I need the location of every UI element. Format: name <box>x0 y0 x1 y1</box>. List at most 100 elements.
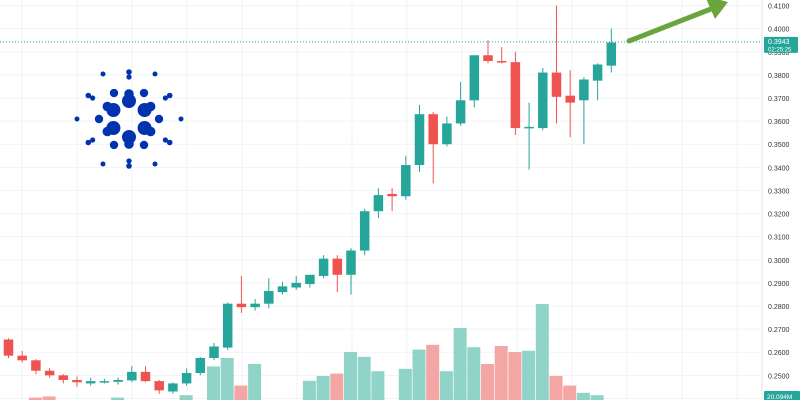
volume-bar <box>111 397 125 400</box>
volume-bar <box>412 349 426 400</box>
candle-body <box>277 286 288 293</box>
volume-bar <box>508 352 522 400</box>
logo-dot <box>74 116 80 122</box>
candle-body <box>401 165 411 197</box>
candle-body <box>264 290 274 304</box>
volume-bar <box>522 350 536 400</box>
candle-body <box>592 64 603 81</box>
volume-bar <box>535 304 549 400</box>
volume-bar <box>42 396 56 400</box>
price-tick-label: 0.2700 <box>768 327 790 334</box>
price-tick-label: 0.4000 <box>768 27 790 34</box>
volume-bar <box>207 366 220 400</box>
volume-bar <box>467 347 481 400</box>
volume-bar <box>590 395 604 400</box>
logo-dot <box>154 114 164 124</box>
candle-body <box>195 358 206 374</box>
volume-bar <box>426 344 440 400</box>
logo-dot <box>152 161 158 167</box>
volume-bar <box>28 397 42 400</box>
logo-dot <box>109 140 119 150</box>
candle-body <box>524 126 534 129</box>
candle-body <box>428 114 438 145</box>
candlesticks <box>3 5 617 394</box>
price-tick-label: 0.3400 <box>768 165 790 172</box>
volume-bar <box>357 356 371 400</box>
volume-bar <box>234 385 248 400</box>
logo-dot <box>109 88 119 98</box>
logo-dot <box>90 137 96 143</box>
candle-body <box>414 114 425 166</box>
price-tick-label: 0.2900 <box>768 281 790 288</box>
price-tick-label: 0.3500 <box>768 142 790 149</box>
volume-bar <box>494 346 508 400</box>
logo-dot <box>139 140 149 150</box>
candle-body <box>85 381 96 384</box>
candle-body <box>496 61 507 63</box>
volume-bar <box>398 368 412 400</box>
logo-dot <box>85 92 92 99</box>
candle-body <box>387 193 397 197</box>
logo-dot <box>100 161 106 167</box>
arrow-up-right-icon <box>626 0 728 44</box>
candle-body <box>551 72 562 97</box>
logo-dot <box>145 101 156 112</box>
volume-tag <box>764 391 800 401</box>
candle-body <box>359 211 370 251</box>
candle-body <box>209 346 219 358</box>
logo-dot <box>85 139 92 146</box>
logo-dot <box>100 71 106 77</box>
candle-body <box>606 42 617 66</box>
logo-dot <box>166 139 173 146</box>
volume-bar <box>563 385 577 400</box>
candle-body <box>222 303 233 348</box>
cardano-logo-icon <box>74 69 184 169</box>
price-tick-label: 0.2600 <box>768 350 790 357</box>
price-axis-background <box>762 0 800 400</box>
candle-body <box>538 72 548 129</box>
logo-dot <box>122 130 136 144</box>
price-tick-label: 0.3000 <box>768 258 790 265</box>
logo-dot <box>139 88 149 98</box>
candle-body <box>579 79 589 101</box>
candle-body <box>455 100 466 124</box>
candle-body <box>168 383 178 392</box>
price-tick-label: 0.3200 <box>768 212 790 219</box>
volume-bar <box>371 371 385 400</box>
logo-dot <box>102 126 113 137</box>
logo-dot <box>124 139 134 149</box>
price-tick-label: 0.3100 <box>768 235 790 242</box>
candle-body <box>3 339 14 356</box>
price-tick-label: 0.3800 <box>768 73 790 80</box>
logo-dot <box>122 94 136 108</box>
candle-body <box>318 258 329 276</box>
volume-label: 20.094M <box>767 394 792 400</box>
current-price-label: 0.3943 <box>768 39 790 46</box>
volume-bar <box>316 376 330 400</box>
candle-body <box>442 123 452 145</box>
volume-bar <box>344 352 357 400</box>
candle-body <box>346 250 356 275</box>
candle-body <box>469 55 480 101</box>
logo-dot <box>166 92 173 99</box>
volume-bar <box>179 395 193 400</box>
price-axis[interactable]: 0.4100 0.4000 0.3900 0.3800 0.3700 0.3600 0.35… <box>761 0 800 403</box>
candle-body <box>72 379 82 383</box>
volume-bar <box>248 364 262 400</box>
candle-body <box>565 95 575 103</box>
price-tick-label: 0.3700 <box>768 96 790 103</box>
candle-body <box>140 371 151 382</box>
logo-dot <box>126 74 132 80</box>
logo-dot <box>102 101 113 112</box>
logo-dot <box>94 114 104 124</box>
price-tick-label: 0.2800 <box>768 304 790 311</box>
candle-body <box>291 282 301 288</box>
candle-body <box>113 379 123 382</box>
logo-dot <box>162 137 168 143</box>
logo-dot <box>126 69 132 75</box>
candle-body <box>58 375 69 380</box>
candle-body <box>127 371 137 381</box>
volume-bar <box>220 358 234 400</box>
